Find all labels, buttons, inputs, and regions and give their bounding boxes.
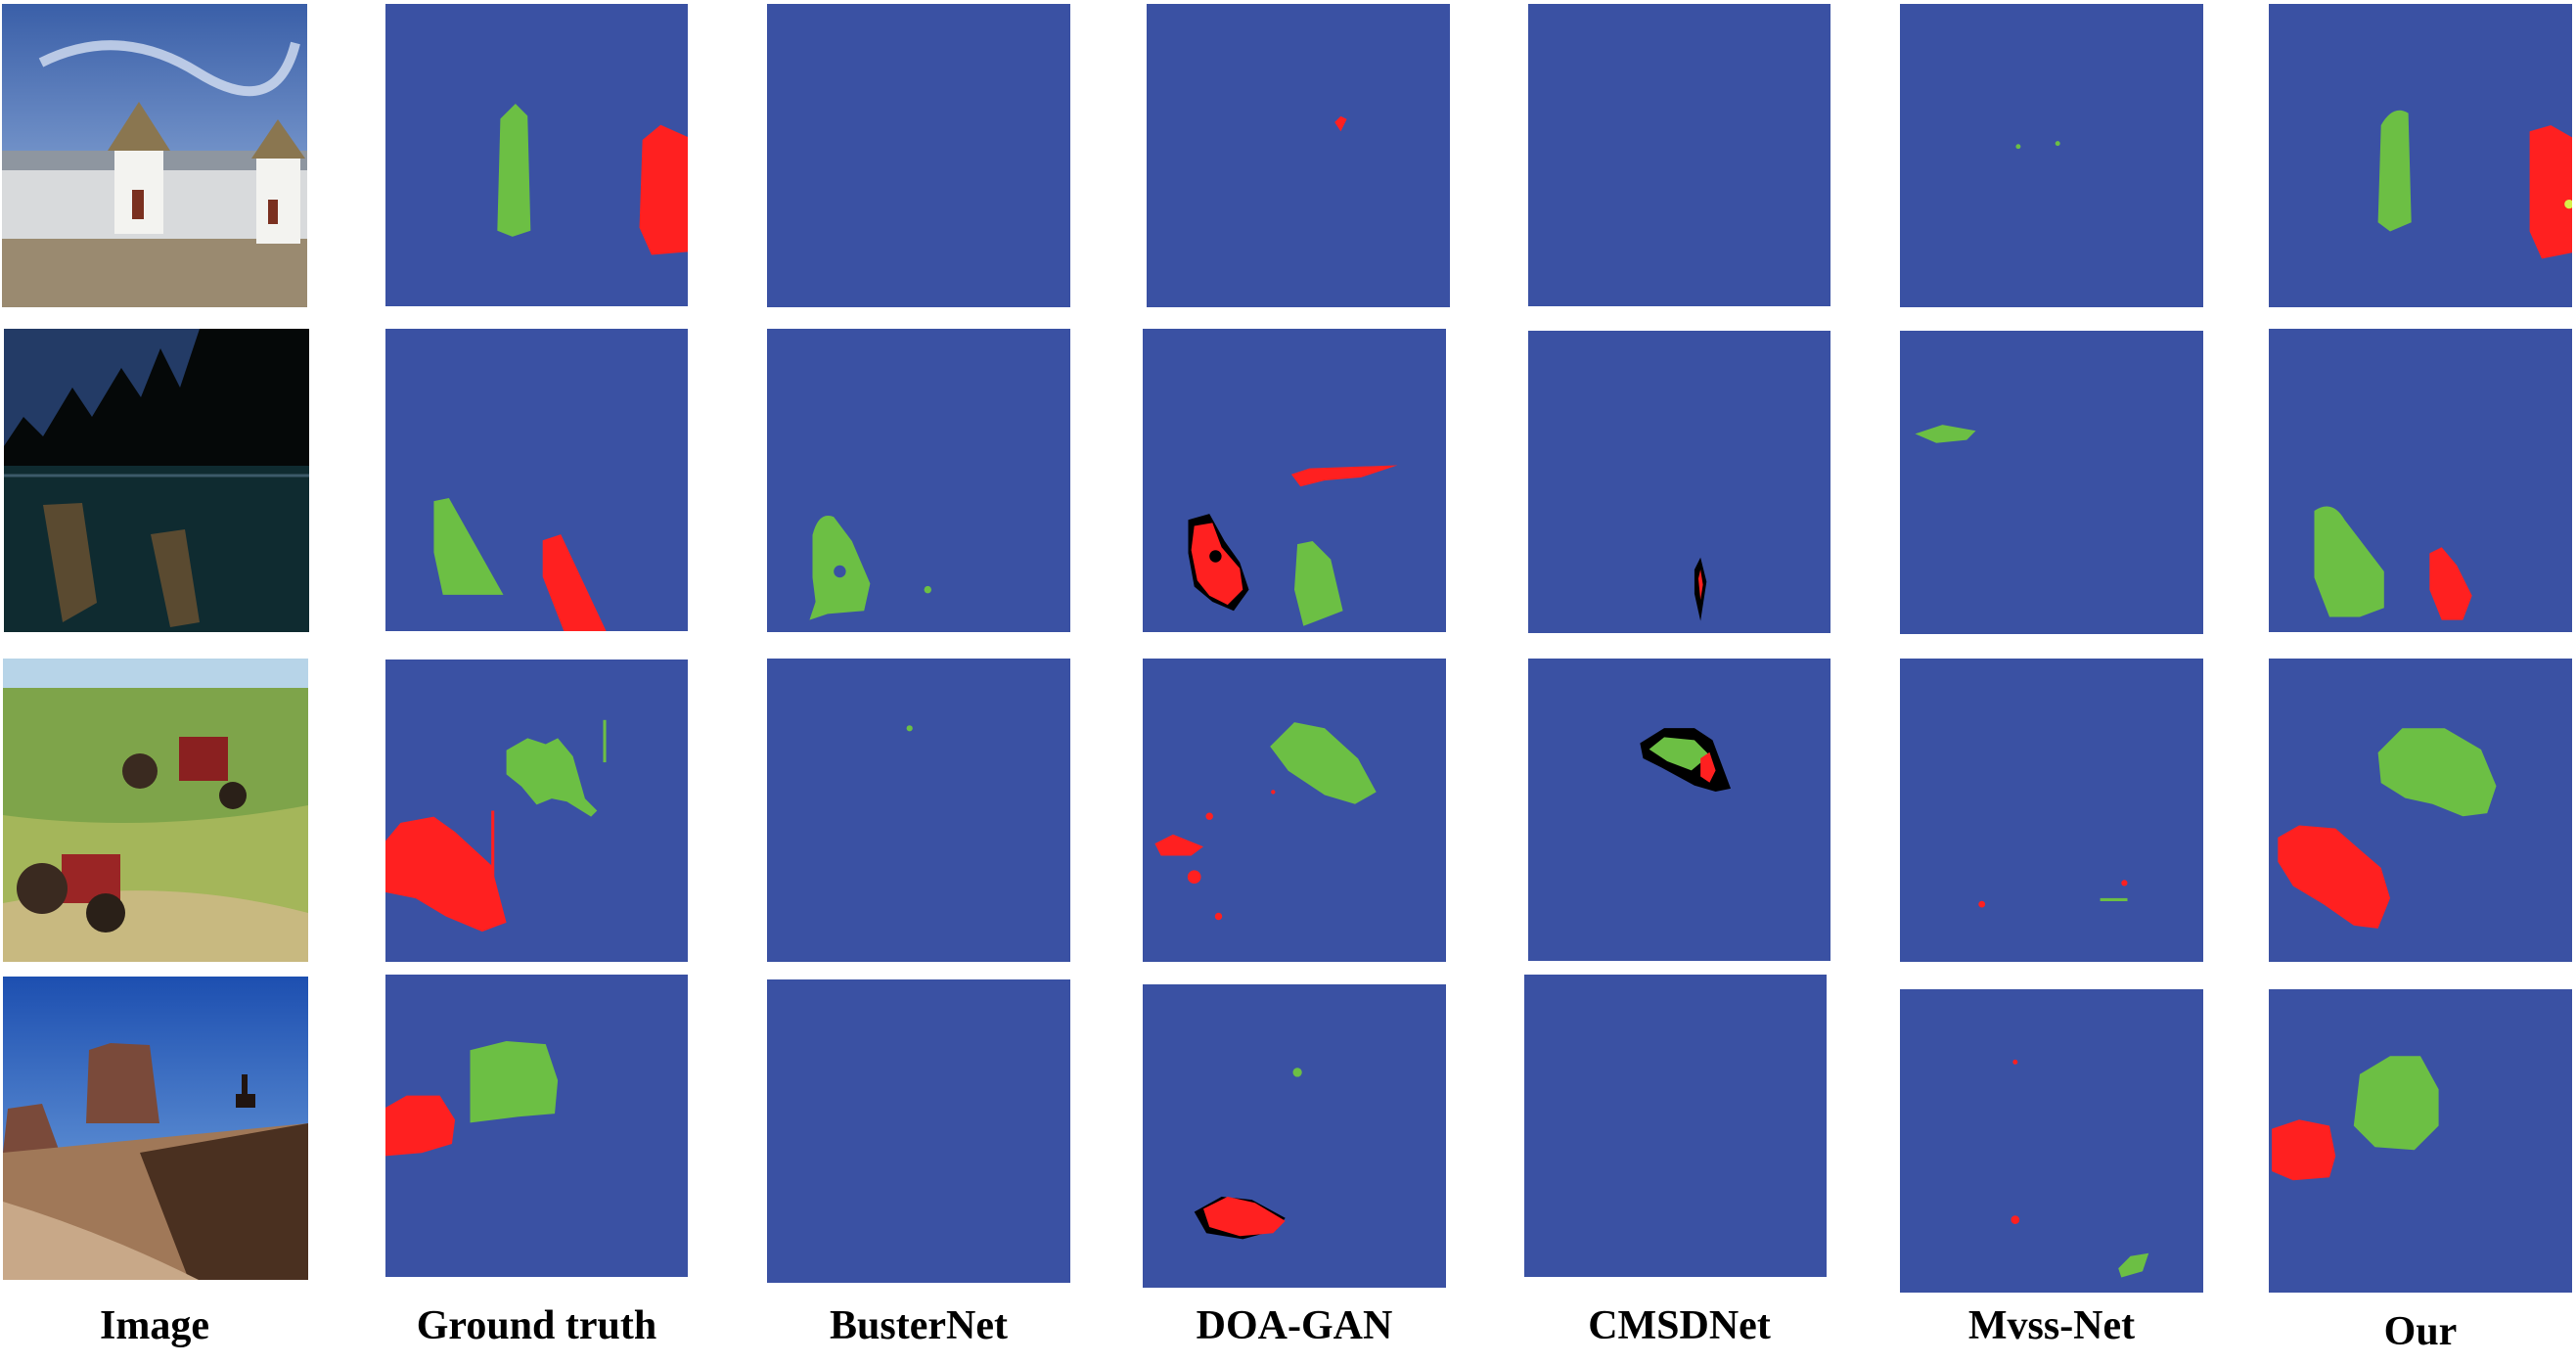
- mask-mvssnet-r4: [1900, 989, 2203, 1293]
- mask-cmsdnet-r4: [1524, 975, 1827, 1277]
- mask-busternet-r1: [767, 4, 1070, 307]
- mask-doagan-r1: [1147, 4, 1450, 307]
- mask-gt-r1: [385, 4, 688, 306]
- mask-our-r2: [2269, 329, 2572, 632]
- input-image-tractors-field: [3, 659, 308, 962]
- mask-cmsdnet-r3: [1528, 659, 1830, 961]
- mask-busternet-r4: [767, 979, 1070, 1283]
- mask-our-r3: [2269, 659, 2572, 962]
- column-label-busternet: BusterNet: [830, 1303, 1008, 1348]
- column-label-doa-gan: DOA-GAN: [1196, 1303, 1393, 1348]
- mask-doagan-r2: [1143, 329, 1446, 632]
- mask-our-r4: [2269, 989, 2572, 1293]
- mask-doagan-r3: [1143, 659, 1446, 962]
- input-image-boats-lake: [4, 329, 309, 632]
- mask-mvssnet-r3: [1900, 659, 2203, 962]
- mask-cmsdnet-r2: [1528, 331, 1830, 633]
- mask-mvssnet-r1: [1900, 4, 2203, 307]
- column-label-ground-truth: Ground truth: [416, 1303, 657, 1348]
- mask-busternet-r3: [767, 659, 1070, 962]
- mask-mvssnet-r2: [1900, 331, 2203, 634]
- column-label-image: Image: [100, 1303, 209, 1348]
- mask-our-r1: [2269, 4, 2572, 307]
- mask-gt-r3: [385, 660, 688, 962]
- column-label-cmsdnet: CMSDNet: [1588, 1303, 1771, 1348]
- column-label-our: Our: [2383, 1309, 2458, 1354]
- mask-cmsdnet-r1: [1528, 4, 1830, 306]
- mask-gt-r4: [385, 975, 688, 1277]
- mask-busternet-r2: [767, 329, 1070, 632]
- input-image-windmills: [2, 4, 307, 307]
- column-label-mvss-net: Mvss-Net: [1967, 1303, 2136, 1348]
- mask-doagan-r4: [1143, 984, 1446, 1288]
- mask-gt-r2: [385, 329, 688, 631]
- input-image-canyon-horse: [3, 977, 308, 1280]
